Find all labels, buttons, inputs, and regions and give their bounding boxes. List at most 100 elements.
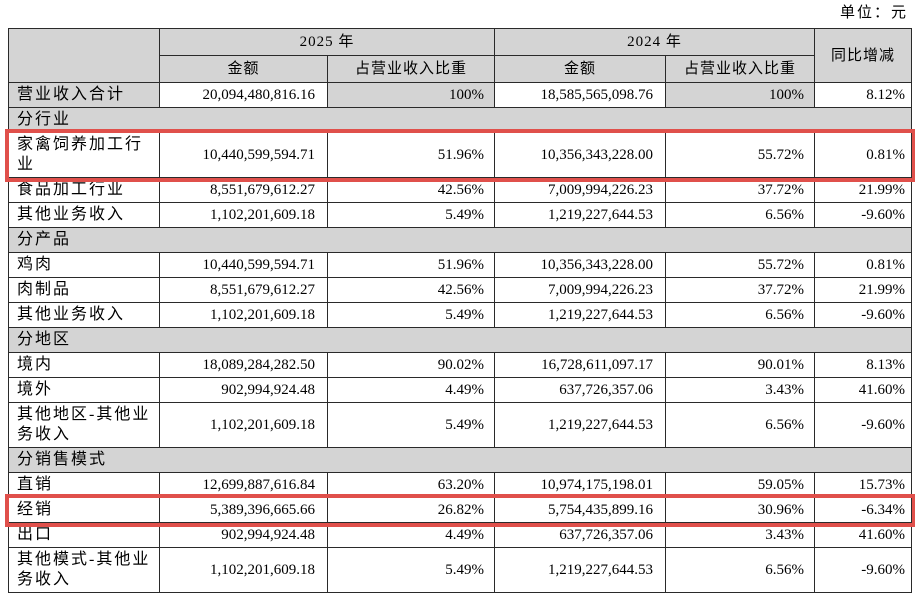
cell-share-2025: 5.49% [326, 547, 496, 593]
header-amount-2025: 金额 [159, 55, 328, 83]
cell-amount-2025: 10,440,599,594.71 [159, 252, 328, 278]
cell-share-2025: 90.02% [326, 352, 496, 378]
cell-share-2024: 55.72% [665, 252, 816, 278]
cell-amount-2025: 10,440,599,594.71 [159, 132, 328, 178]
row-direct-sales: 直销 12,699,887,616.84 63.20% 10,974,175,1… [8, 472, 913, 498]
cell-amount-2024: 16,728,611,097.17 [494, 352, 667, 378]
cell-amount-2025: 1,102,201,609.18 [159, 402, 328, 448]
row-label: 鸡肉 [8, 252, 160, 278]
cell-amount-2025: 902,994,924.48 [159, 522, 328, 548]
cell-share-2024: 6.56% [665, 202, 816, 228]
cell-amount-2025: 8,551,679,612.27 [159, 277, 328, 303]
cell-share-2024: 55.72% [665, 132, 816, 178]
cell-share-2025: 51.96% [326, 132, 496, 178]
row-label: 肉制品 [8, 277, 160, 303]
section-title: 分行业 [7, 107, 913, 133]
cell-share-2025: 51.96% [326, 252, 496, 278]
row-food-processing: 食品加工行业 8,551,679,612.27 42.56% 7,009,994… [8, 177, 913, 203]
row-overseas: 境外 902,994,924.48 4.49% 637,726,357.06 3… [8, 377, 913, 403]
row-chicken-meat: 鸡肉 10,440,599,594.71 51.96% 10,356,343,2… [8, 252, 913, 278]
cell-share-2024: 3.43% [665, 377, 816, 403]
cell-amount-2024: 10,356,343,228.00 [494, 252, 667, 278]
cell-share-2025: 5.49% [326, 402, 496, 448]
cell-share-2025: 4.49% [326, 522, 496, 548]
cell-share-2025: 42.56% [326, 177, 496, 203]
row-label: 食品加工行业 [8, 177, 160, 203]
cell-yoy: 0.81% [814, 252, 913, 278]
cell-share-2025: 5.49% [326, 202, 496, 228]
cell-amount-2024: 1,219,227,644.53 [494, 402, 667, 448]
cell-amount-2024: 7,009,994,226.23 [494, 177, 667, 203]
row-poultry-farming-processing: 家禽饲养加工行业 10,440,599,594.71 51.96% 10,356… [4, 128, 915, 182]
cell-share-2024: 3.43% [665, 522, 816, 548]
cell-amount-2025: 20,094,480,816.16 [159, 82, 328, 108]
cell-yoy: -9.60% [814, 402, 913, 448]
cell-yoy: -9.60% [814, 302, 913, 328]
cell-amount-2025: 1,102,201,609.18 [159, 302, 328, 328]
unit-label: 单位：元 [839, 5, 908, 21]
row-other-business-product: 其他业务收入 1,102,201,609.18 5.49% 1,219,227,… [8, 302, 913, 328]
row-export: 出口 902,994,924.48 4.49% 637,726,357.06 3… [8, 522, 913, 548]
header-corner-cell [8, 28, 160, 83]
row-label: 出口 [8, 522, 160, 548]
cell-share-2025: 100% [326, 82, 496, 108]
header-amount-2024: 金额 [494, 55, 667, 83]
cell-amount-2024: 637,726,357.06 [494, 377, 667, 403]
section-band-by-industry: 分行业 [7, 107, 913, 133]
row-label: 营业收入合计 [8, 82, 160, 108]
cell-amount-2025: 18,089,284,282.50 [159, 352, 328, 378]
row-other-business-industry: 其他业务收入 1,102,201,609.18 5.49% 1,219,227,… [8, 202, 913, 228]
cell-amount-2024: 1,219,227,644.53 [494, 302, 667, 328]
cell-yoy: 15.73% [814, 472, 913, 498]
cell-amount-2025: 1,102,201,609.18 [159, 202, 328, 228]
cell-amount-2024: 7,009,994,226.23 [494, 277, 667, 303]
cell-yoy: 21.99% [814, 177, 913, 203]
cell-yoy: 41.60% [814, 522, 913, 548]
cell-amount-2024: 5,754,435,899.16 [494, 497, 667, 523]
header-share-2025: 占营业收入比重 [326, 55, 496, 83]
cell-yoy: 8.12% [814, 82, 913, 108]
cell-share-2024: 30.96% [665, 497, 816, 523]
cell-amount-2025: 12,699,887,616.84 [159, 472, 328, 498]
row-meat-products: 肉制品 8,551,679,612.27 42.56% 7,009,994,22… [8, 277, 913, 303]
cell-yoy: -9.60% [814, 547, 913, 593]
row-label: 其他业务收入 [8, 302, 160, 328]
header-yoy-change: 同比增减 [814, 28, 913, 83]
header-year-2024: 2024 年 [494, 28, 816, 56]
row-label: 经销 [8, 497, 160, 523]
section-title: 分销售模式 [7, 447, 913, 473]
row-label: 其他地区-其他业务收入 [8, 402, 160, 448]
cell-share-2024: 37.72% [665, 277, 816, 303]
cell-share-2025: 5.49% [326, 302, 496, 328]
row-domestic: 境内 18,089,284,282.50 90.02% 16,728,611,0… [8, 352, 913, 378]
row-other-region-other-business: 其他地区-其他业务收入 1,102,201,609.18 5.49% 1,219… [8, 402, 913, 448]
cell-yoy: -6.34% [814, 497, 913, 523]
header-row-years: 2025 年 2024 年 同比增减 [8, 28, 913, 83]
header-row-metrics: 金额 占营业收入比重 金额 占营业收入比重 [9, 55, 912, 83]
row-label: 其他业务收入 [8, 202, 160, 228]
revenue-breakdown-table: 2025 年 2024 年 同比增减 金额 占营业收入比重 金额 占营业收入比重… [4, 28, 915, 593]
cell-share-2024: 100% [665, 82, 816, 108]
cell-share-2024: 6.56% [665, 402, 816, 448]
cell-amount-2024: 10,356,343,228.00 [494, 132, 667, 178]
row-total-revenue: 营业收入合计 20,094,480,816.16 100% 18,585,565… [8, 82, 913, 108]
section-band-by-product: 分产品 [7, 227, 913, 253]
cell-amount-2024: 1,219,227,644.53 [494, 202, 667, 228]
cell-share-2025: 26.82% [326, 497, 496, 523]
header-share-2024: 占营业收入比重 [665, 55, 816, 83]
section-title: 分产品 [7, 227, 913, 253]
cell-yoy: -9.60% [814, 202, 913, 228]
section-band-by-sales-mode: 分销售模式 [7, 447, 913, 473]
cell-yoy: 21.99% [814, 277, 913, 303]
row-label: 家禽饲养加工行业 [8, 132, 160, 178]
header-year-2025: 2025 年 [158, 28, 496, 56]
row-label: 境外 [8, 377, 160, 403]
cell-share-2024: 6.56% [665, 547, 816, 593]
row-label: 直销 [8, 472, 160, 498]
cell-amount-2024: 18,585,565,098.76 [494, 82, 667, 108]
cell-amount-2025: 1,102,201,609.18 [159, 547, 328, 593]
cell-amount-2024: 1,219,227,644.53 [494, 547, 667, 593]
cell-share-2024: 37.72% [665, 177, 816, 203]
row-other-mode-other-business: 其他模式-其他业务收入 1,102,201,609.18 5.49% 1,219… [8, 547, 913, 593]
cell-share-2024: 90.01% [665, 352, 816, 378]
